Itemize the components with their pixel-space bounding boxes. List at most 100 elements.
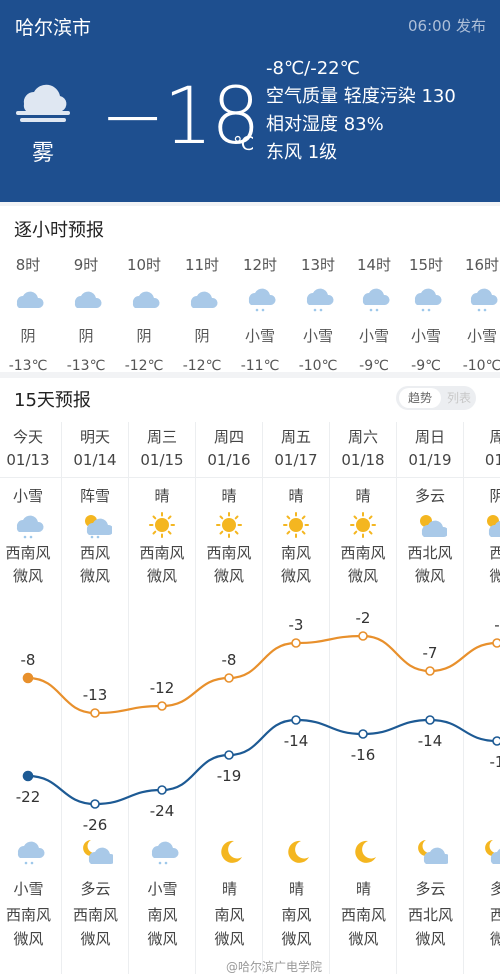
day-wind-speed: 微风 bbox=[347, 567, 378, 585]
wind: 东风 1级 bbox=[266, 142, 338, 163]
trend-toggle-button[interactable]: 趋势 bbox=[399, 388, 441, 408]
publish-time: 06:00 发布 bbox=[408, 17, 486, 35]
snow-shower-icon bbox=[62, 510, 128, 540]
divider bbox=[464, 477, 500, 478]
partly-cloudy-icon bbox=[464, 510, 500, 540]
hour-weather: 小雪 bbox=[410, 327, 441, 345]
day-column[interactable]: 周五 01/17 晴南风 微风晴南风 微风 bbox=[263, 422, 330, 974]
partly-cloudy-icon bbox=[397, 510, 463, 540]
day-wind-speed: 微风 bbox=[146, 567, 177, 585]
air-quality[interactable]: 空气质量 轻度污染 130 bbox=[266, 86, 456, 107]
list-toggle-button[interactable]: 列表 bbox=[446, 391, 471, 405]
hour-temp: -9℃ bbox=[359, 358, 389, 374]
day-wind-speed: 微风 bbox=[12, 567, 43, 585]
hour-time: 16时 bbox=[464, 256, 500, 274]
view-toggle[interactable]: 趋势 列表 bbox=[396, 386, 476, 410]
day-weekday: 周日 bbox=[414, 428, 445, 446]
night-wind-direction: 西南风 bbox=[5, 906, 51, 924]
light-snow-icon bbox=[398, 283, 454, 313]
current-weather-header: 哈尔滨市 06:00 发布 雾 −18 ℃ -8℃/-22℃ 空气质量 轻度污染… bbox=[0, 0, 500, 202]
hour-item: 16时 小雪 -10℃ bbox=[454, 254, 500, 374]
day-weather: 小雪 bbox=[12, 487, 43, 505]
moon-icon bbox=[330, 836, 397, 866]
hour-time: 10时 bbox=[126, 256, 162, 274]
light-snow-icon bbox=[346, 283, 402, 313]
divider bbox=[397, 477, 463, 478]
day-column[interactable]: 今天 01/13 小雪 西南风 微风 小雪 西南风 微风 bbox=[0, 422, 62, 974]
day-weather: 晴 bbox=[221, 487, 237, 505]
hour-weather: 阴 bbox=[78, 327, 94, 345]
day-date: 01/16 bbox=[207, 451, 251, 469]
day-date: 01/15 bbox=[140, 451, 184, 469]
night-wind-speed: 微风 bbox=[415, 930, 446, 948]
night-weather: 晴 bbox=[288, 880, 304, 898]
day-column[interactable]: 周六 01/18 晴西南风 微风晴西南风 微风 bbox=[330, 422, 397, 974]
night-weather: 晴 bbox=[355, 880, 371, 898]
hour-temp: -11℃ bbox=[240, 358, 280, 374]
hour-time: 13时 bbox=[300, 256, 336, 274]
hour-item: 14时 小雪 -9℃ bbox=[346, 254, 402, 374]
day-column[interactable]: 周三 01/15 晴西南风 微风 小雪 南风 微风 bbox=[129, 422, 196, 974]
day-weekday: 今天 bbox=[12, 428, 43, 446]
hour-time: 9时 bbox=[73, 256, 99, 274]
light-snow-icon bbox=[0, 510, 61, 540]
night-wind-direction: 南风 bbox=[147, 906, 178, 924]
moon-icon bbox=[263, 836, 330, 866]
hour-temp: -9℃ bbox=[411, 358, 441, 374]
day-wind-direction: 西南风 bbox=[139, 544, 185, 562]
night-weather: 多云 bbox=[415, 880, 446, 898]
day-weather: 阵雪 bbox=[79, 487, 110, 505]
hour-item: 11时阴 -12℃ bbox=[174, 254, 230, 374]
night-weather: 晴 bbox=[221, 880, 237, 898]
current-details: -8℃/-22℃ 空气质量 轻度污染 130 相对湿度 83% 东风 1级 bbox=[266, 55, 456, 167]
current-temperature: −18 bbox=[100, 72, 261, 162]
hour-weather: 小雪 bbox=[244, 327, 275, 345]
night-wind-speed: 微风 bbox=[147, 930, 178, 948]
city-name[interactable]: 哈尔滨市 bbox=[15, 17, 92, 39]
day-column[interactable]: 周四 01/16 晴西南风 微风晴南风 微风 bbox=[196, 422, 263, 974]
temperature-unit: ℃ bbox=[233, 133, 255, 155]
hour-weather: 阴 bbox=[136, 327, 152, 345]
night-wind-direction: 西北风 bbox=[407, 906, 453, 924]
day-column[interactable]: 明天 01/14 阵雪 西风 微风 多云 西南风 微风 bbox=[62, 422, 129, 974]
day-wind-speed: 微风 bbox=[79, 567, 110, 585]
night-wind-speed: 微风 bbox=[13, 930, 44, 948]
overcast-icon bbox=[174, 283, 230, 313]
hourly-forecast-card[interactable]: 逐小时预报 8时阴 -13℃ 9时阴 -13℃ 10时阴 -12℃ 11时阴 -12℃ 12时小… bbox=[0, 206, 500, 374]
partly-cloudy-night-icon bbox=[397, 836, 464, 866]
sun-icon bbox=[330, 510, 396, 540]
day-weekday: 周 bbox=[489, 428, 500, 446]
hour-item: 8时阴 -13℃ bbox=[0, 254, 56, 374]
divider bbox=[0, 477, 61, 478]
partly-cloudy-night-icon bbox=[464, 836, 500, 866]
light-snow-icon bbox=[0, 836, 62, 866]
daily-title: 15天预报 bbox=[14, 390, 91, 411]
sun-icon bbox=[263, 510, 329, 540]
hour-weather: 小雪 bbox=[302, 327, 333, 345]
partly-cloudy-night-icon bbox=[62, 836, 129, 866]
daily-forecast-card[interactable]: 15天预报 趋势 列表 今天 01/13 小雪 西南风 微风 小雪 西南风 微风 明天 01/14… bbox=[0, 378, 500, 974]
night-weather: 小雪 bbox=[13, 880, 44, 898]
hour-temp: -12℃ bbox=[124, 358, 164, 374]
hour-item: 12时 小雪 -11℃ bbox=[232, 254, 288, 374]
day-wind-direction: 西 bbox=[489, 544, 500, 562]
hour-item: 9时阴 -13℃ bbox=[58, 254, 114, 374]
day-weekday: 周六 bbox=[347, 428, 378, 446]
hour-time: 15时 bbox=[408, 256, 444, 274]
hour-weather: 小雪 bbox=[466, 327, 497, 345]
night-wind-speed: 微 bbox=[489, 930, 500, 948]
day-wind-direction: 西南风 bbox=[5, 544, 51, 562]
day-weekday: 周五 bbox=[280, 428, 311, 446]
day-wind-speed: 微风 bbox=[280, 567, 311, 585]
day-weather: 晴 bbox=[355, 487, 371, 505]
day-column[interactable]: 周日 01/19 多云 西北风 微风 多云 西北风 微风 bbox=[397, 422, 464, 974]
humidity: 相对湿度 83% bbox=[266, 114, 384, 135]
divider bbox=[129, 477, 195, 478]
night-wind-direction: 西 bbox=[489, 906, 500, 924]
day-weather: 阴 bbox=[489, 487, 500, 505]
divider bbox=[330, 477, 396, 478]
sun-icon bbox=[196, 510, 262, 540]
day-date: 01/13 bbox=[6, 451, 50, 469]
overcast-icon bbox=[0, 283, 56, 313]
